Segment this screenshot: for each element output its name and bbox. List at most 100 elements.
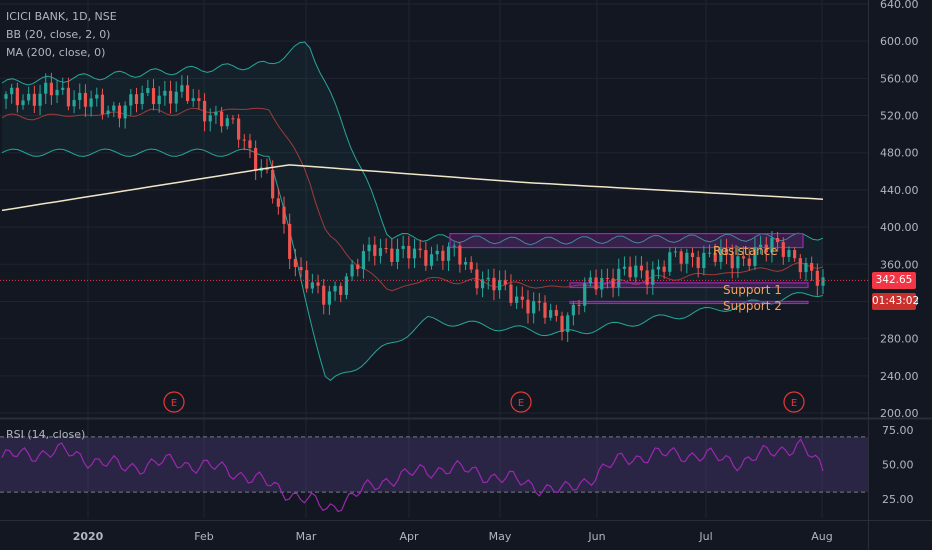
legend-bb: BB (20, close, 2, 0) bbox=[6, 28, 111, 41]
candle-body bbox=[463, 262, 468, 265]
y-tick-label: 360.00 bbox=[880, 258, 919, 271]
candle-body bbox=[486, 277, 490, 280]
candle-body bbox=[724, 248, 729, 255]
candle-body bbox=[117, 105, 122, 119]
candle-body bbox=[412, 248, 417, 259]
rsi-tick-label: 75.00 bbox=[882, 424, 914, 437]
candle-body bbox=[276, 198, 280, 207]
candle-body bbox=[237, 118, 241, 140]
candle-body bbox=[696, 257, 700, 269]
earnings-marker bbox=[163, 391, 185, 413]
bb-fill bbox=[2, 42, 823, 381]
candle-body bbox=[339, 285, 343, 295]
candle-body bbox=[429, 254, 434, 266]
candle-body bbox=[174, 91, 178, 104]
candle-body bbox=[180, 85, 184, 92]
x-tick-label: Jul bbox=[698, 530, 712, 543]
candle-body bbox=[322, 285, 326, 305]
x-tick-label: May bbox=[489, 530, 512, 543]
candle-body bbox=[129, 94, 133, 106]
candle-body bbox=[673, 251, 678, 253]
candle-body bbox=[299, 267, 303, 271]
y-tick-label: 640.00 bbox=[880, 0, 919, 11]
earnings-marker bbox=[510, 391, 532, 413]
candle-body bbox=[719, 248, 723, 262]
candle-body bbox=[628, 266, 632, 278]
candle-body bbox=[770, 238, 774, 253]
candle-body bbox=[310, 282, 314, 289]
ma200-line bbox=[1, 164, 824, 212]
x-tick-label: Feb bbox=[194, 530, 213, 543]
candle-body bbox=[344, 276, 349, 295]
candle-body bbox=[588, 277, 592, 284]
candle-body bbox=[66, 87, 71, 107]
candle-body bbox=[458, 245, 462, 265]
x-tick-label: Jun bbox=[587, 530, 605, 543]
candle-body bbox=[571, 304, 575, 316]
candle-body bbox=[27, 93, 31, 101]
candle-body bbox=[89, 98, 93, 107]
support1-label: Support 1 bbox=[723, 283, 782, 297]
bollinger-bands bbox=[1, 41, 824, 382]
candle-body bbox=[254, 147, 258, 171]
candle-body bbox=[764, 244, 768, 253]
y-tick-label: 440.00 bbox=[880, 184, 919, 197]
bb-upper-line bbox=[1, 41, 824, 246]
candle-body bbox=[248, 140, 252, 148]
candle-body bbox=[804, 262, 808, 273]
candle-body bbox=[163, 90, 167, 96]
candle-body bbox=[554, 310, 558, 316]
candle-body bbox=[526, 299, 530, 314]
candle-body bbox=[753, 247, 757, 266]
candle-body bbox=[475, 269, 479, 289]
candle-body bbox=[327, 291, 331, 305]
candle-body bbox=[776, 238, 780, 243]
candle-body bbox=[707, 252, 712, 254]
candle-body bbox=[72, 100, 76, 107]
candle-body bbox=[520, 296, 524, 300]
candle-body bbox=[441, 250, 445, 261]
candle-body bbox=[821, 277, 825, 286]
candle-body bbox=[61, 87, 65, 90]
candle-body bbox=[702, 252, 706, 269]
candle-body bbox=[4, 94, 8, 99]
candle-body bbox=[815, 270, 819, 286]
indicator-lines bbox=[0, 164, 868, 281]
candle-body bbox=[95, 94, 99, 99]
candle-body bbox=[736, 256, 740, 269]
candle-body bbox=[781, 242, 785, 257]
last-price-tag: 342.65 bbox=[872, 272, 916, 289]
candle-body bbox=[560, 315, 564, 333]
candle-body bbox=[758, 244, 763, 248]
candle-body bbox=[634, 265, 638, 278]
candle-body bbox=[384, 248, 388, 250]
candle-body bbox=[10, 87, 14, 95]
candle-body bbox=[293, 258, 297, 268]
y-tick-label: 400.00 bbox=[880, 221, 919, 234]
candle-body bbox=[305, 270, 309, 289]
candle-body bbox=[191, 98, 195, 101]
candle-body bbox=[390, 248, 394, 262]
y-tick-label: 280.00 bbox=[880, 333, 919, 346]
candle-body bbox=[78, 92, 82, 101]
candle-body bbox=[435, 250, 439, 255]
candle-body bbox=[469, 262, 473, 270]
candle-body bbox=[333, 285, 337, 292]
candle-body bbox=[146, 88, 150, 94]
bb-lower-line bbox=[1, 148, 824, 382]
candle-body bbox=[566, 315, 570, 333]
candle-body bbox=[140, 93, 144, 104]
rsi-tick-label: 50.00 bbox=[882, 459, 914, 472]
candle-body bbox=[498, 280, 502, 291]
candle-body bbox=[242, 139, 246, 141]
x-tick-label: 2020 bbox=[73, 530, 104, 543]
x-tick-label: Apr bbox=[399, 530, 419, 543]
candle-body bbox=[492, 277, 496, 291]
candle-body bbox=[662, 266, 666, 272]
candle-body bbox=[157, 95, 161, 105]
candle-body bbox=[685, 252, 689, 264]
y-tick-label: 200.00 bbox=[880, 407, 919, 420]
